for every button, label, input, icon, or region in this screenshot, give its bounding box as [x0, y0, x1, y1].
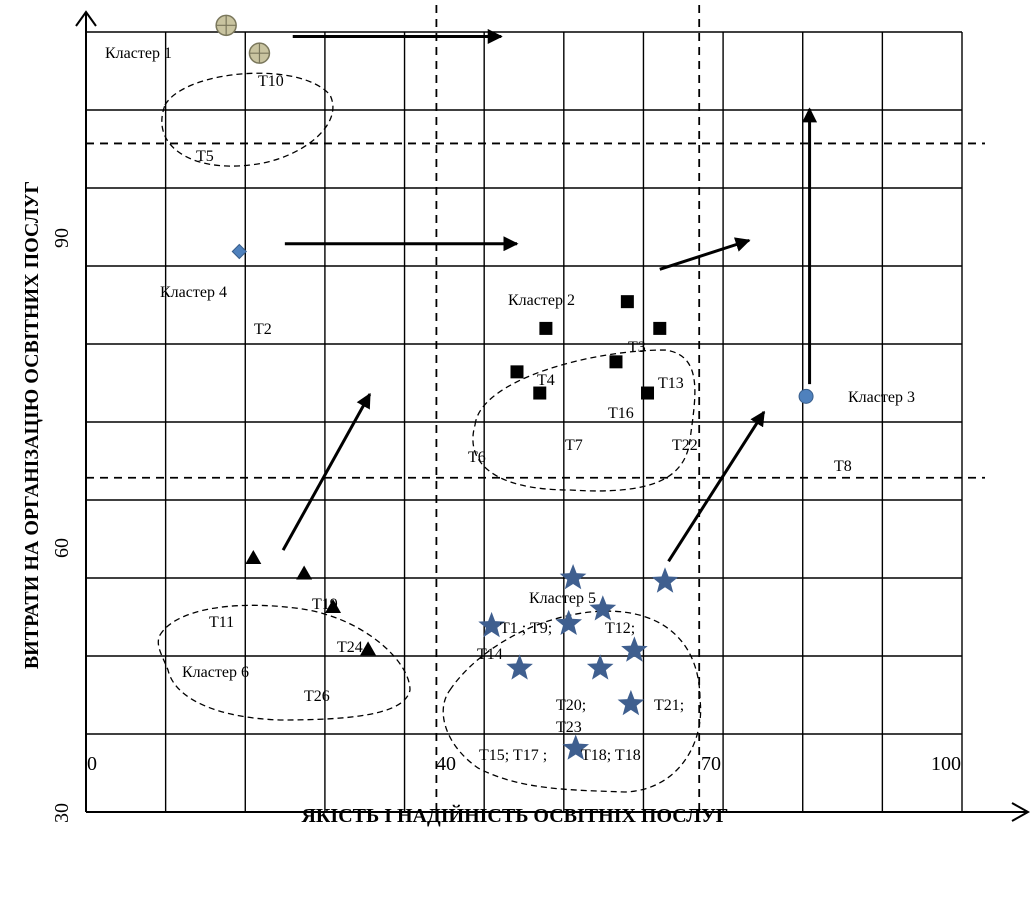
grid-lines [86, 31, 963, 812]
point-triangle [360, 641, 377, 656]
point-label: T6 [468, 449, 486, 466]
point-star [478, 611, 505, 638]
point-star [617, 689, 645, 716]
point-star [621, 636, 648, 662]
point-triangle [245, 549, 262, 564]
x-tick-label: 70 [701, 753, 721, 775]
point-label: T18; T18 [581, 747, 641, 764]
point-circle-cross [248, 42, 271, 64]
y-tick-label: 30 [51, 803, 73, 823]
point-square [539, 321, 553, 335]
point-star [562, 734, 589, 760]
tick-labels: 0 40 70 100 30 60 90 [51, 228, 961, 823]
y-tick-label: 90 [51, 228, 73, 248]
point-labels: T10 T5 T3 T4 T13 T16 T6 T7 T22 T8 T2 T1 … [196, 73, 852, 764]
cluster-name: Кластер 4 [160, 284, 227, 301]
point-label: T12; [605, 620, 635, 637]
point-label: T13 [658, 375, 684, 392]
point-label: T15; T17 ; [479, 747, 547, 764]
move-arrows [281, 28, 818, 563]
cluster-name: Кластер 6 [182, 664, 249, 681]
point-star [586, 654, 614, 680]
cluster-name: Кластер 3 [848, 389, 915, 406]
x-axis-title: ЯКІСТЬ І НАДІЙНІСТЬ ОСВІТНІХ ПОСЛУГ [301, 804, 728, 827]
point-circle-cross [215, 14, 237, 37]
cluster-2-region [472, 349, 696, 492]
data-points [215, 14, 814, 760]
point-label: T22 [672, 437, 698, 454]
point-label: T3 [628, 339, 646, 356]
cluster-1-region [161, 72, 334, 167]
point-label: T19 [312, 596, 338, 613]
point-label: T8 [834, 458, 852, 475]
point-label: T11 [209, 614, 234, 631]
point-star [555, 609, 582, 635]
point-label: T20; [556, 697, 586, 714]
point-label: T14 [477, 646, 503, 663]
point-square [641, 386, 655, 400]
point-star [506, 654, 533, 680]
point-star [651, 567, 679, 593]
point-square [653, 321, 667, 335]
x-tick-label: 0 [87, 753, 97, 775]
point-label: T21; [654, 697, 684, 714]
y-axis-title: ВИТРАТИ НА ОРГАНІЗАЦІЮ ОСВІТНИХ ПОСЛУГ [21, 181, 43, 669]
point-square [510, 365, 524, 379]
point-square [609, 355, 623, 369]
point-star [589, 595, 617, 621]
cluster-names: Кластер 1 Кластер 2 Кластер 3 Кластер 4 … [105, 45, 915, 681]
point-label: T4 [537, 372, 555, 389]
point-label: T24 [337, 639, 363, 656]
point-label: T2 [254, 321, 272, 338]
x-axis-arrowhead [1011, 802, 1031, 822]
y-tick-label: 60 [51, 538, 73, 558]
point-label: T10 [258, 73, 284, 90]
point-label: T7 [565, 437, 583, 454]
move-arrow [281, 392, 372, 551]
point-square [533, 386, 547, 400]
cluster-regions [157, 72, 702, 793]
axes [75, 10, 1031, 822]
move-arrow [659, 237, 751, 271]
cluster-name: Кластер 2 [508, 292, 575, 309]
point-triangle [296, 565, 313, 580]
x-tick-label: 100 [931, 753, 961, 775]
y-axis-arrowhead [75, 10, 97, 27]
move-arrow [667, 410, 766, 563]
cluster-6-region [157, 604, 411, 721]
point-label: T26 [304, 688, 330, 705]
cluster-name: Кластер 5 [529, 590, 596, 607]
point-label: T1 ; T9; [500, 620, 552, 637]
point-diamond [231, 243, 248, 260]
point-label: T23 [556, 719, 582, 736]
point-circle [798, 388, 814, 404]
point-triangle [325, 598, 342, 613]
point-label: T5 [196, 148, 214, 165]
x-tick-label: 40 [436, 753, 456, 775]
point-label: T16 [608, 405, 634, 422]
threshold-lines [86, 5, 985, 812]
point-star [559, 564, 587, 590]
point-square [620, 295, 634, 309]
cluster-5-region [442, 610, 702, 793]
cluster-name: Кластер 1 [105, 45, 172, 62]
